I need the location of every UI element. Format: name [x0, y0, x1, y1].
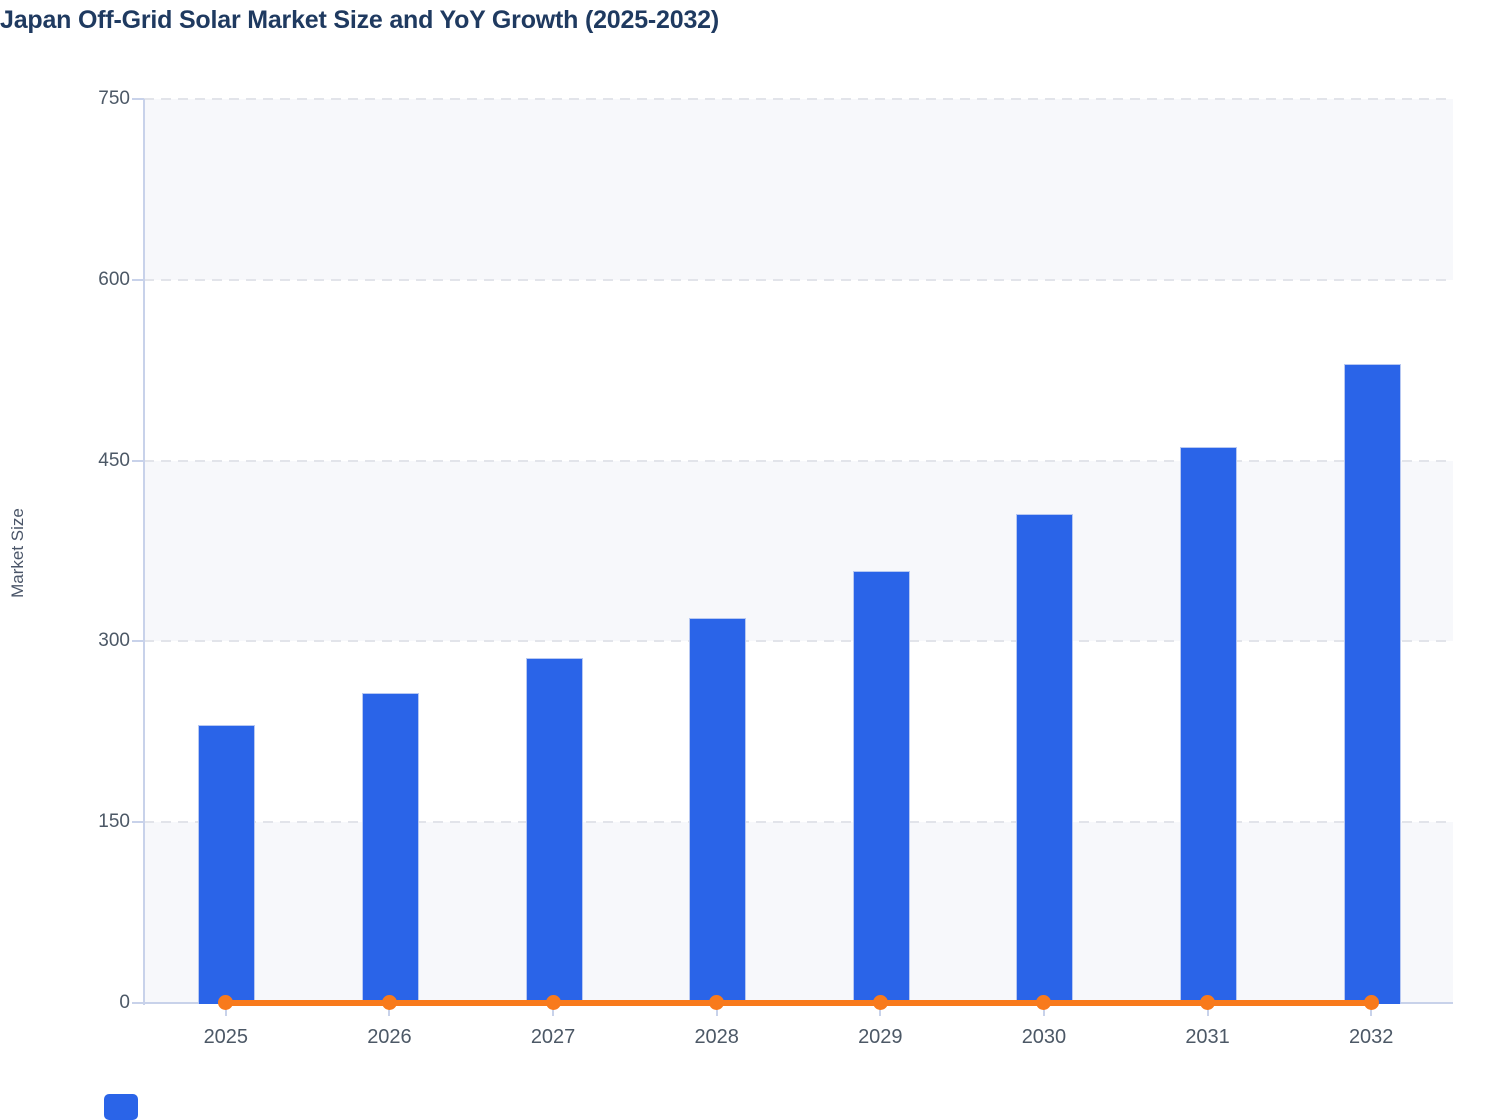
y-tick-mark: [132, 98, 144, 100]
yoy-growth-point-2030[interactable]: [1036, 995, 1052, 1010]
plot-band: [144, 460, 1453, 642]
bar-2025[interactable]: [198, 724, 256, 1004]
plot-band: [144, 99, 1453, 280]
gridline-150: [144, 821, 1453, 824]
y-tick-mark: [132, 459, 144, 462]
plot-band: [144, 279, 1453, 461]
bar-2026[interactable]: [361, 693, 419, 1004]
yoy-growth-point-2027[interactable]: [545, 995, 561, 1010]
gridline-300: [144, 640, 1453, 643]
yoy-growth-point-2032[interactable]: [1363, 995, 1379, 1010]
y-tick-mark: [132, 1002, 144, 1004]
y-axis-title: Market Size: [8, 508, 27, 598]
x-tick-label-2025: 2025: [203, 1026, 249, 1048]
x-tick-label-2031: 2031: [1185, 1026, 1230, 1048]
x-tick-mark-2026: [388, 1004, 391, 1016]
x-tick-label-2032: 2032: [1348, 1026, 1394, 1048]
x-tick-mark-2029: [879, 1004, 882, 1016]
y-tick-label-600: 600: [98, 268, 130, 290]
yoy-growth-point-2028[interactable]: [709, 995, 725, 1010]
yoy-growth-point-2031[interactable]: [1200, 995, 1216, 1010]
yoy-growth-point-2026[interactable]: [381, 995, 397, 1010]
y-tick-label-0: 0: [119, 992, 130, 1013]
bar-2028[interactable]: [689, 618, 747, 1004]
y-tick-label-300: 300: [98, 630, 130, 652]
y-tick-label-450: 450: [98, 449, 130, 471]
x-tick-label-2027: 2027: [530, 1026, 576, 1048]
y-tick-mark: [132, 640, 144, 643]
x-tick-label-2026: 2026: [367, 1026, 412, 1048]
x-tick-label-2030: 2030: [1021, 1026, 1067, 1048]
bar-2032[interactable]: [1343, 364, 1401, 1004]
x-tick-label-2028: 2028: [694, 1026, 739, 1048]
y-tick-mark: [132, 278, 144, 281]
bar-2029[interactable]: [852, 571, 910, 1004]
y-tick-label-150: 150: [98, 811, 130, 833]
y-tick-label-750: 750: [98, 88, 130, 109]
x-tick-mark-2027: [552, 1004, 555, 1016]
gridline-600: [144, 278, 1453, 281]
y-axis-line: [143, 99, 145, 1005]
yoy-growth-line[interactable]: [225, 999, 1372, 1006]
bar-2030[interactable]: [1016, 513, 1074, 1004]
yoy-growth-point-2025[interactable]: [218, 995, 234, 1010]
bar-2031[interactable]: [1180, 447, 1238, 1004]
x-tick-mark-2032: [1370, 1004, 1373, 1016]
legend-swatch-market-size[interactable]: [104, 1094, 138, 1120]
yoy-growth-point-2029[interactable]: [872, 995, 888, 1010]
y-tick-mark: [132, 821, 144, 824]
bar-2027[interactable]: [525, 658, 583, 1004]
x-tick-mark-2028: [715, 1004, 718, 1016]
x-tick-mark-2031: [1206, 1004, 1209, 1016]
gridline-450: [144, 459, 1453, 462]
x-tick-label-2029: 2029: [858, 1026, 903, 1048]
plot-band: [144, 822, 1453, 1003]
chart-title: Japan Off-Grid Solar Market Size and YoY…: [0, 6, 719, 34]
gridline-750: [144, 98, 1453, 100]
x-tick-mark-2025: [224, 1004, 227, 1016]
plot-band: [144, 641, 1453, 823]
x-tick-mark-2030: [1042, 1004, 1045, 1016]
